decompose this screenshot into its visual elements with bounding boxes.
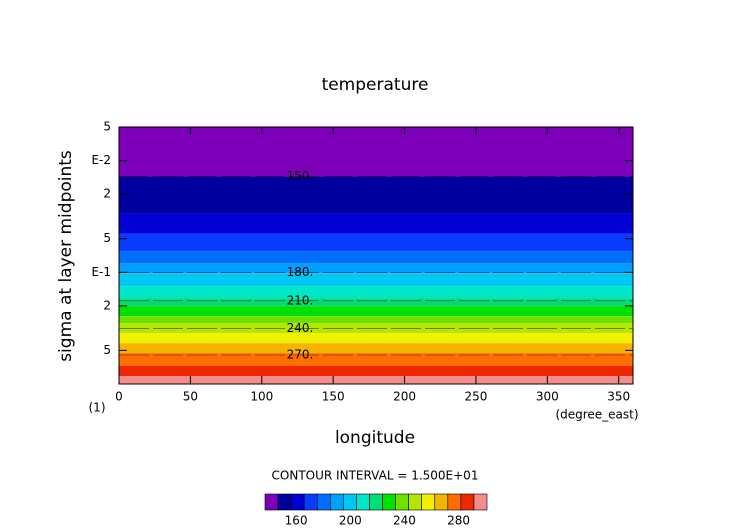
colorbar-label: 160: [285, 514, 308, 528]
contour-band: [119, 286, 633, 299]
x-tick-label: 0: [115, 390, 123, 404]
contour-band: [119, 323, 633, 334]
colorbar-cell: [303, 493, 318, 511]
contour-band: [119, 366, 633, 377]
contour-band: [119, 316, 633, 324]
contour-band: [119, 263, 633, 274]
y-tick-label: 5: [103, 343, 111, 357]
contour-label: 210.: [287, 293, 314, 307]
y-tick-label: E-2: [91, 153, 111, 167]
contour-label: 180.: [287, 265, 314, 279]
contour-band: [119, 333, 633, 344]
contour-band: [119, 127, 633, 177]
colorbar-cell: [316, 493, 331, 511]
colorbar-label: 280: [447, 514, 470, 528]
contour-band: [119, 233, 633, 252]
x-unit: (degree_east): [555, 408, 638, 422]
colorbar-cell: [277, 493, 292, 511]
x-tick-label: 100: [250, 390, 273, 404]
contour-label: 270.: [287, 348, 314, 362]
colorbar-cell: [408, 493, 423, 511]
colorbar-cell: [343, 493, 357, 511]
colorbar-cell: [434, 493, 449, 511]
colorbar-cell: [264, 493, 279, 511]
x-tick-label: 250: [464, 390, 487, 404]
colorbar-cell: [460, 493, 475, 511]
x-tick-label: 300: [536, 390, 559, 404]
colorbar-cell: [382, 493, 396, 511]
x-tick-label: 350: [607, 390, 630, 404]
x-tick-label: 200: [393, 390, 416, 404]
contour-label: 150.: [287, 169, 314, 183]
contour-band: [119, 376, 633, 384]
colorbar-cell: [356, 493, 370, 511]
colorbar-cell: [473, 493, 488, 511]
y-tick-label: 2: [103, 187, 111, 201]
y-tick-label: E-1: [91, 265, 111, 279]
contour-band: [119, 306, 633, 317]
colorbar-label: 200: [339, 514, 362, 528]
colorbar-cell: [447, 493, 462, 511]
y-unit: (1): [89, 401, 106, 415]
colorbar-cell: [395, 493, 409, 511]
colorbar-cell: [421, 493, 436, 511]
y-tick-label: 5: [103, 120, 111, 134]
y-axis-label: sigma at layer midpoints: [56, 150, 76, 362]
plot-frame: [118, 126, 634, 385]
colorbar-cell: [369, 493, 383, 511]
x-tick-label: 150: [322, 390, 345, 404]
colorbar-cell: [290, 493, 305, 511]
contour-band: [119, 298, 633, 307]
contour-band: [119, 343, 633, 354]
contour-band: [119, 176, 633, 214]
colorbar-label: 240: [393, 514, 416, 528]
contour-band: [119, 213, 633, 234]
contour-band: [119, 273, 633, 287]
x-tick-label: 50: [183, 390, 198, 404]
chart-title: temperature: [322, 75, 429, 95]
y-tick-label: 2: [103, 298, 111, 312]
colorbar-cell: [329, 493, 344, 511]
y-tick-label: 5: [103, 231, 111, 245]
contour-band: [119, 353, 633, 367]
contour-band: [119, 251, 633, 264]
contour-interval: CONTOUR INTERVAL = 1.500E+01: [272, 469, 479, 483]
contour-label: 240.: [287, 321, 314, 335]
x-axis-label: longitude: [335, 428, 415, 448]
